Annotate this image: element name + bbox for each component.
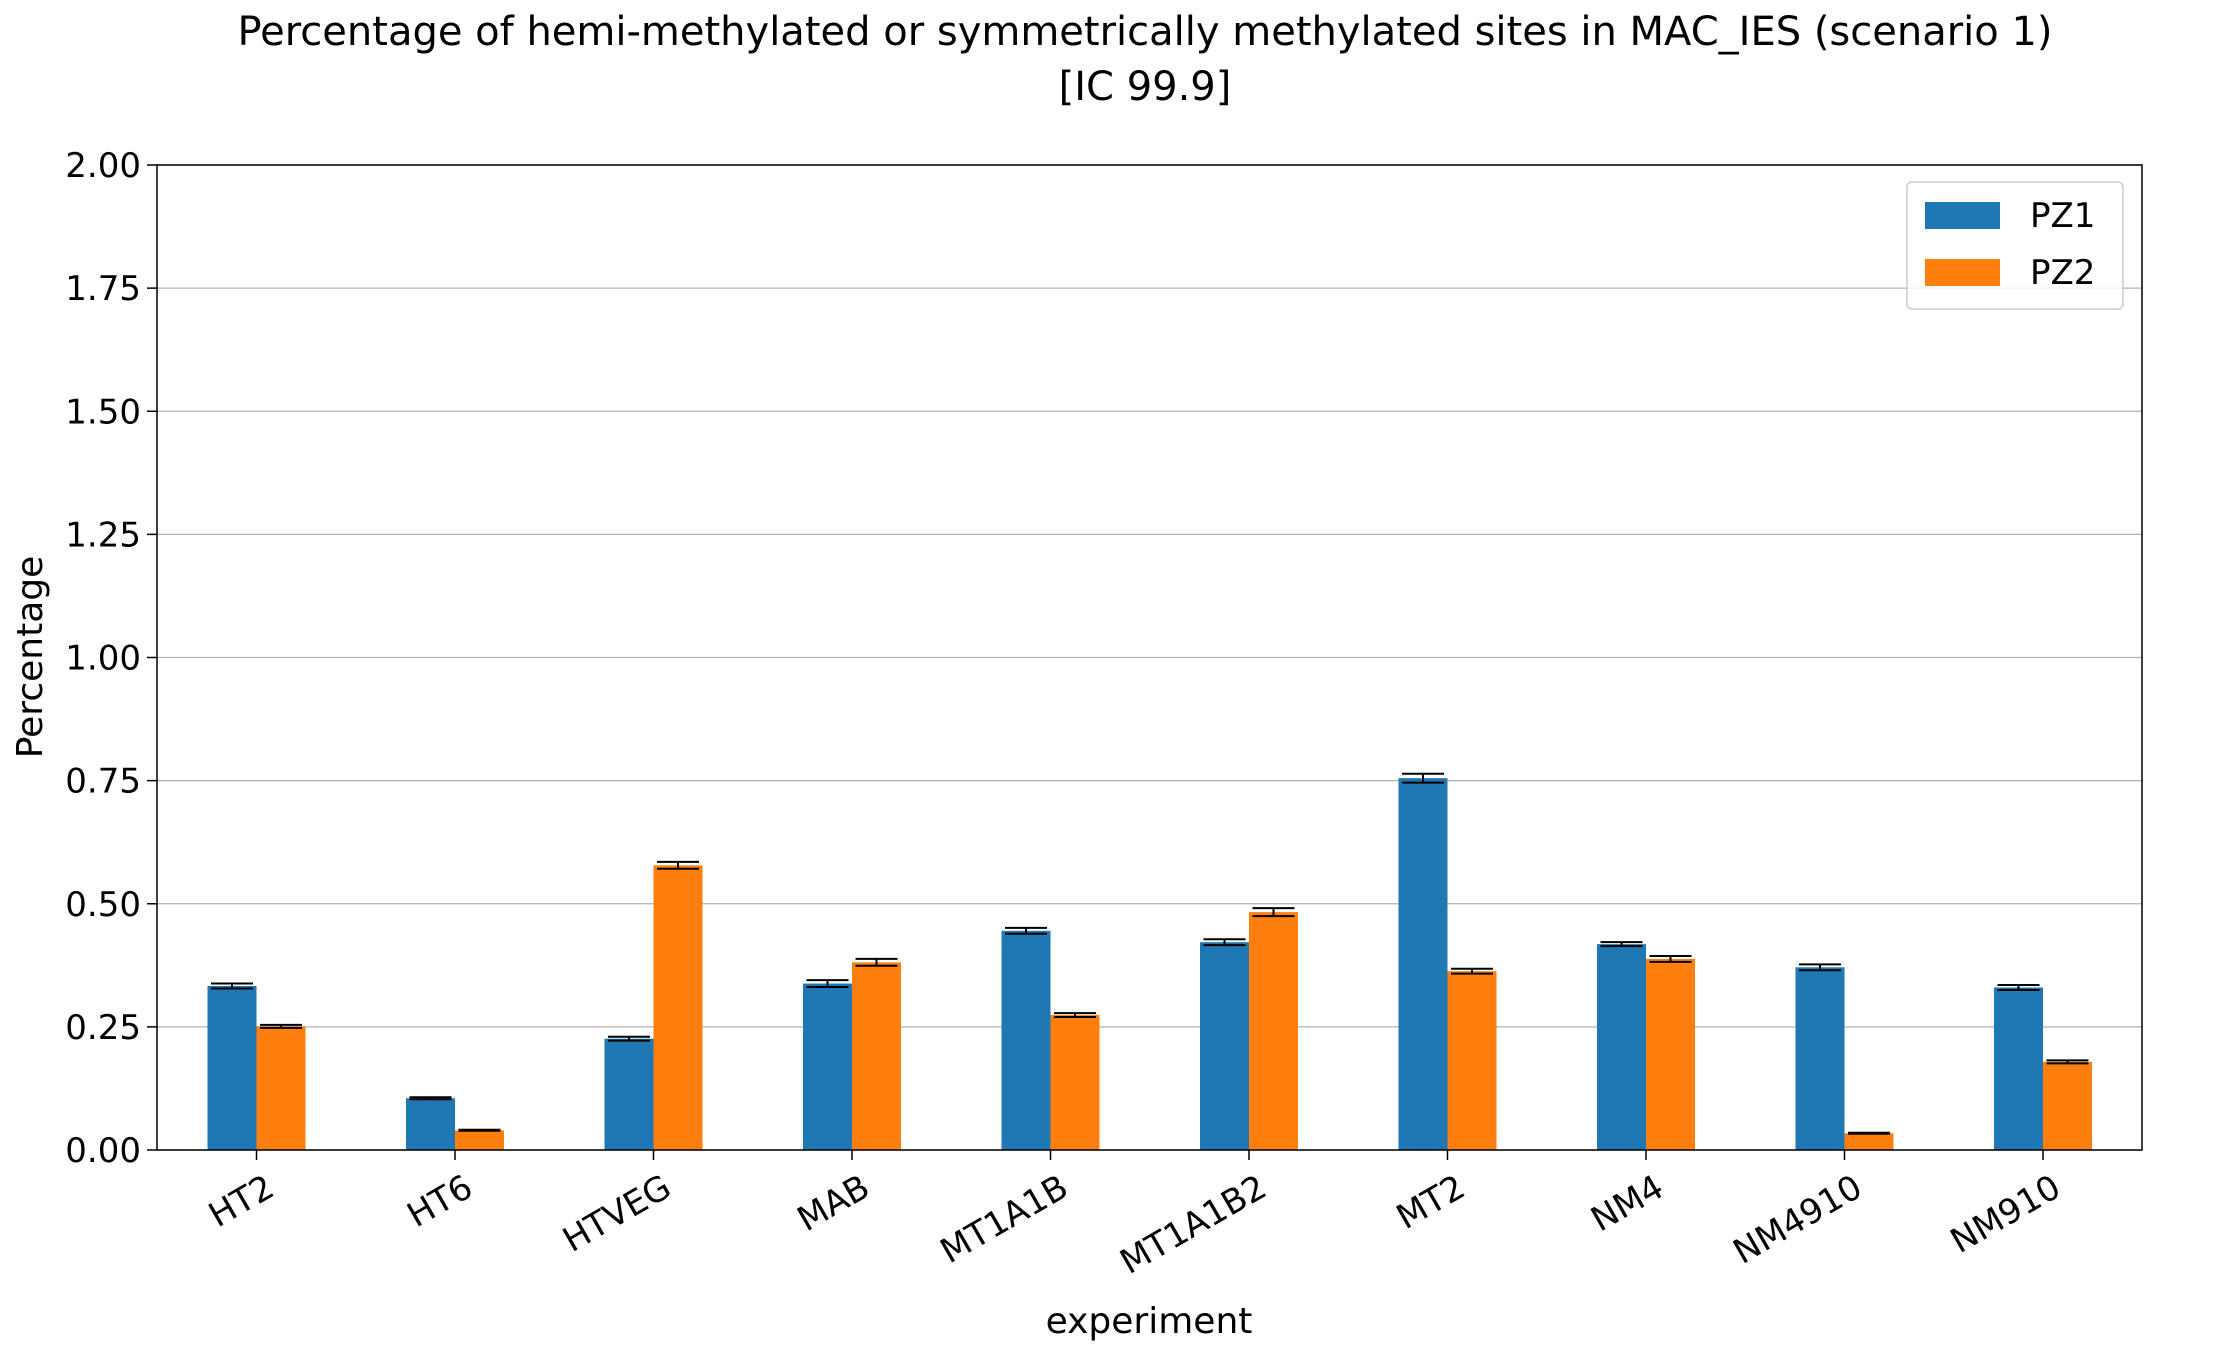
bar-pz1-ht6 [406, 1098, 455, 1150]
legend-label-pz1: PZ1 [2030, 196, 2095, 236]
x-tick-label: NM4910 [1727, 1167, 1869, 1272]
error-bars-group [211, 772, 2089, 1135]
x-tick-label: HT2 [202, 1167, 281, 1236]
chart-subtitle: [IC 99.9] [1059, 64, 1232, 110]
bar-pz1-htveg [604, 1038, 654, 1150]
legend-swatch-pz1 [1925, 202, 2000, 229]
legend-label-pz2: PZ2 [2030, 253, 2095, 293]
bar-pz2-ht2 [256, 1026, 306, 1150]
y-axis: 0.00 0.25 0.50 0.75 1.00 1.25 1.50 1.75 2.00 [65, 146, 157, 1171]
y-tick-label: 0.25 [65, 1008, 141, 1048]
bar-pz2-mt1a1b [1050, 1015, 1100, 1150]
y-tick-label: 1.75 [65, 269, 141, 309]
x-tick-label: NM910 [1944, 1167, 2068, 1261]
y-tick-label: 1.25 [65, 515, 141, 555]
x-tick-label: MT2 [1390, 1167, 1472, 1238]
y-tick-label: 0.50 [65, 885, 141, 925]
bar-pz1-nm910 [1994, 987, 2043, 1150]
x-tick-label: MT1A1B [934, 1167, 1075, 1272]
legend-swatch-pz2 [1925, 259, 2000, 286]
bar-pz1-mt1a1b [1001, 930, 1051, 1150]
legend: PZ1 PZ2 [1906, 181, 2124, 310]
bar-pz1-mt2 [1398, 778, 1448, 1150]
y-tick-label: 0.75 [65, 762, 141, 802]
bar-pz1-nm4 [1597, 944, 1646, 1150]
x-axis-label: experiment [1046, 1301, 1253, 1342]
y-tick-label: 1.50 [65, 392, 141, 432]
x-axis: HT2 HT6 HTVEG MAB MT1A1B MT1A1B2 MT2 NM4 NM4910 N… [202, 1150, 2068, 1283]
bar-pz2-mt2 [1447, 971, 1497, 1150]
y-tick-label: 1.00 [65, 639, 141, 679]
bar-pz2-mt1a1b2 [1249, 912, 1298, 1150]
x-tick-label: MAB [791, 1167, 877, 1240]
bar-pz2-nm4 [1646, 958, 1695, 1150]
bar-pz1-mab [803, 983, 852, 1150]
x-tick-label: HT6 [401, 1167, 480, 1236]
bar-pz1-mt1a1b2 [1200, 942, 1249, 1150]
y-tick-label: 0.00 [65, 1131, 141, 1171]
x-tick-label: NM4 [1584, 1167, 1670, 1240]
bar-pz2-htveg [653, 865, 703, 1150]
x-tick-label: HTVEG [556, 1167, 678, 1260]
bar-pz2-nm4910 [1844, 1133, 1894, 1150]
bar-pz1-nm4910 [1795, 967, 1845, 1150]
x-tick-label: MT1A1B2 [1114, 1167, 1274, 1282]
bar-pz2-nm910 [2043, 1061, 2092, 1150]
bar-pz1-ht2 [207, 985, 257, 1150]
y-axis-label: Percentage [10, 556, 51, 759]
bars-group [207, 778, 2092, 1150]
y-tick-label: 2.00 [65, 146, 141, 186]
chart-title: Percentage of hemi-methylated or symmetr… [237, 9, 2052, 55]
bar-pz2-ht6 [455, 1130, 504, 1150]
bar-pz2-mab [852, 962, 901, 1150]
